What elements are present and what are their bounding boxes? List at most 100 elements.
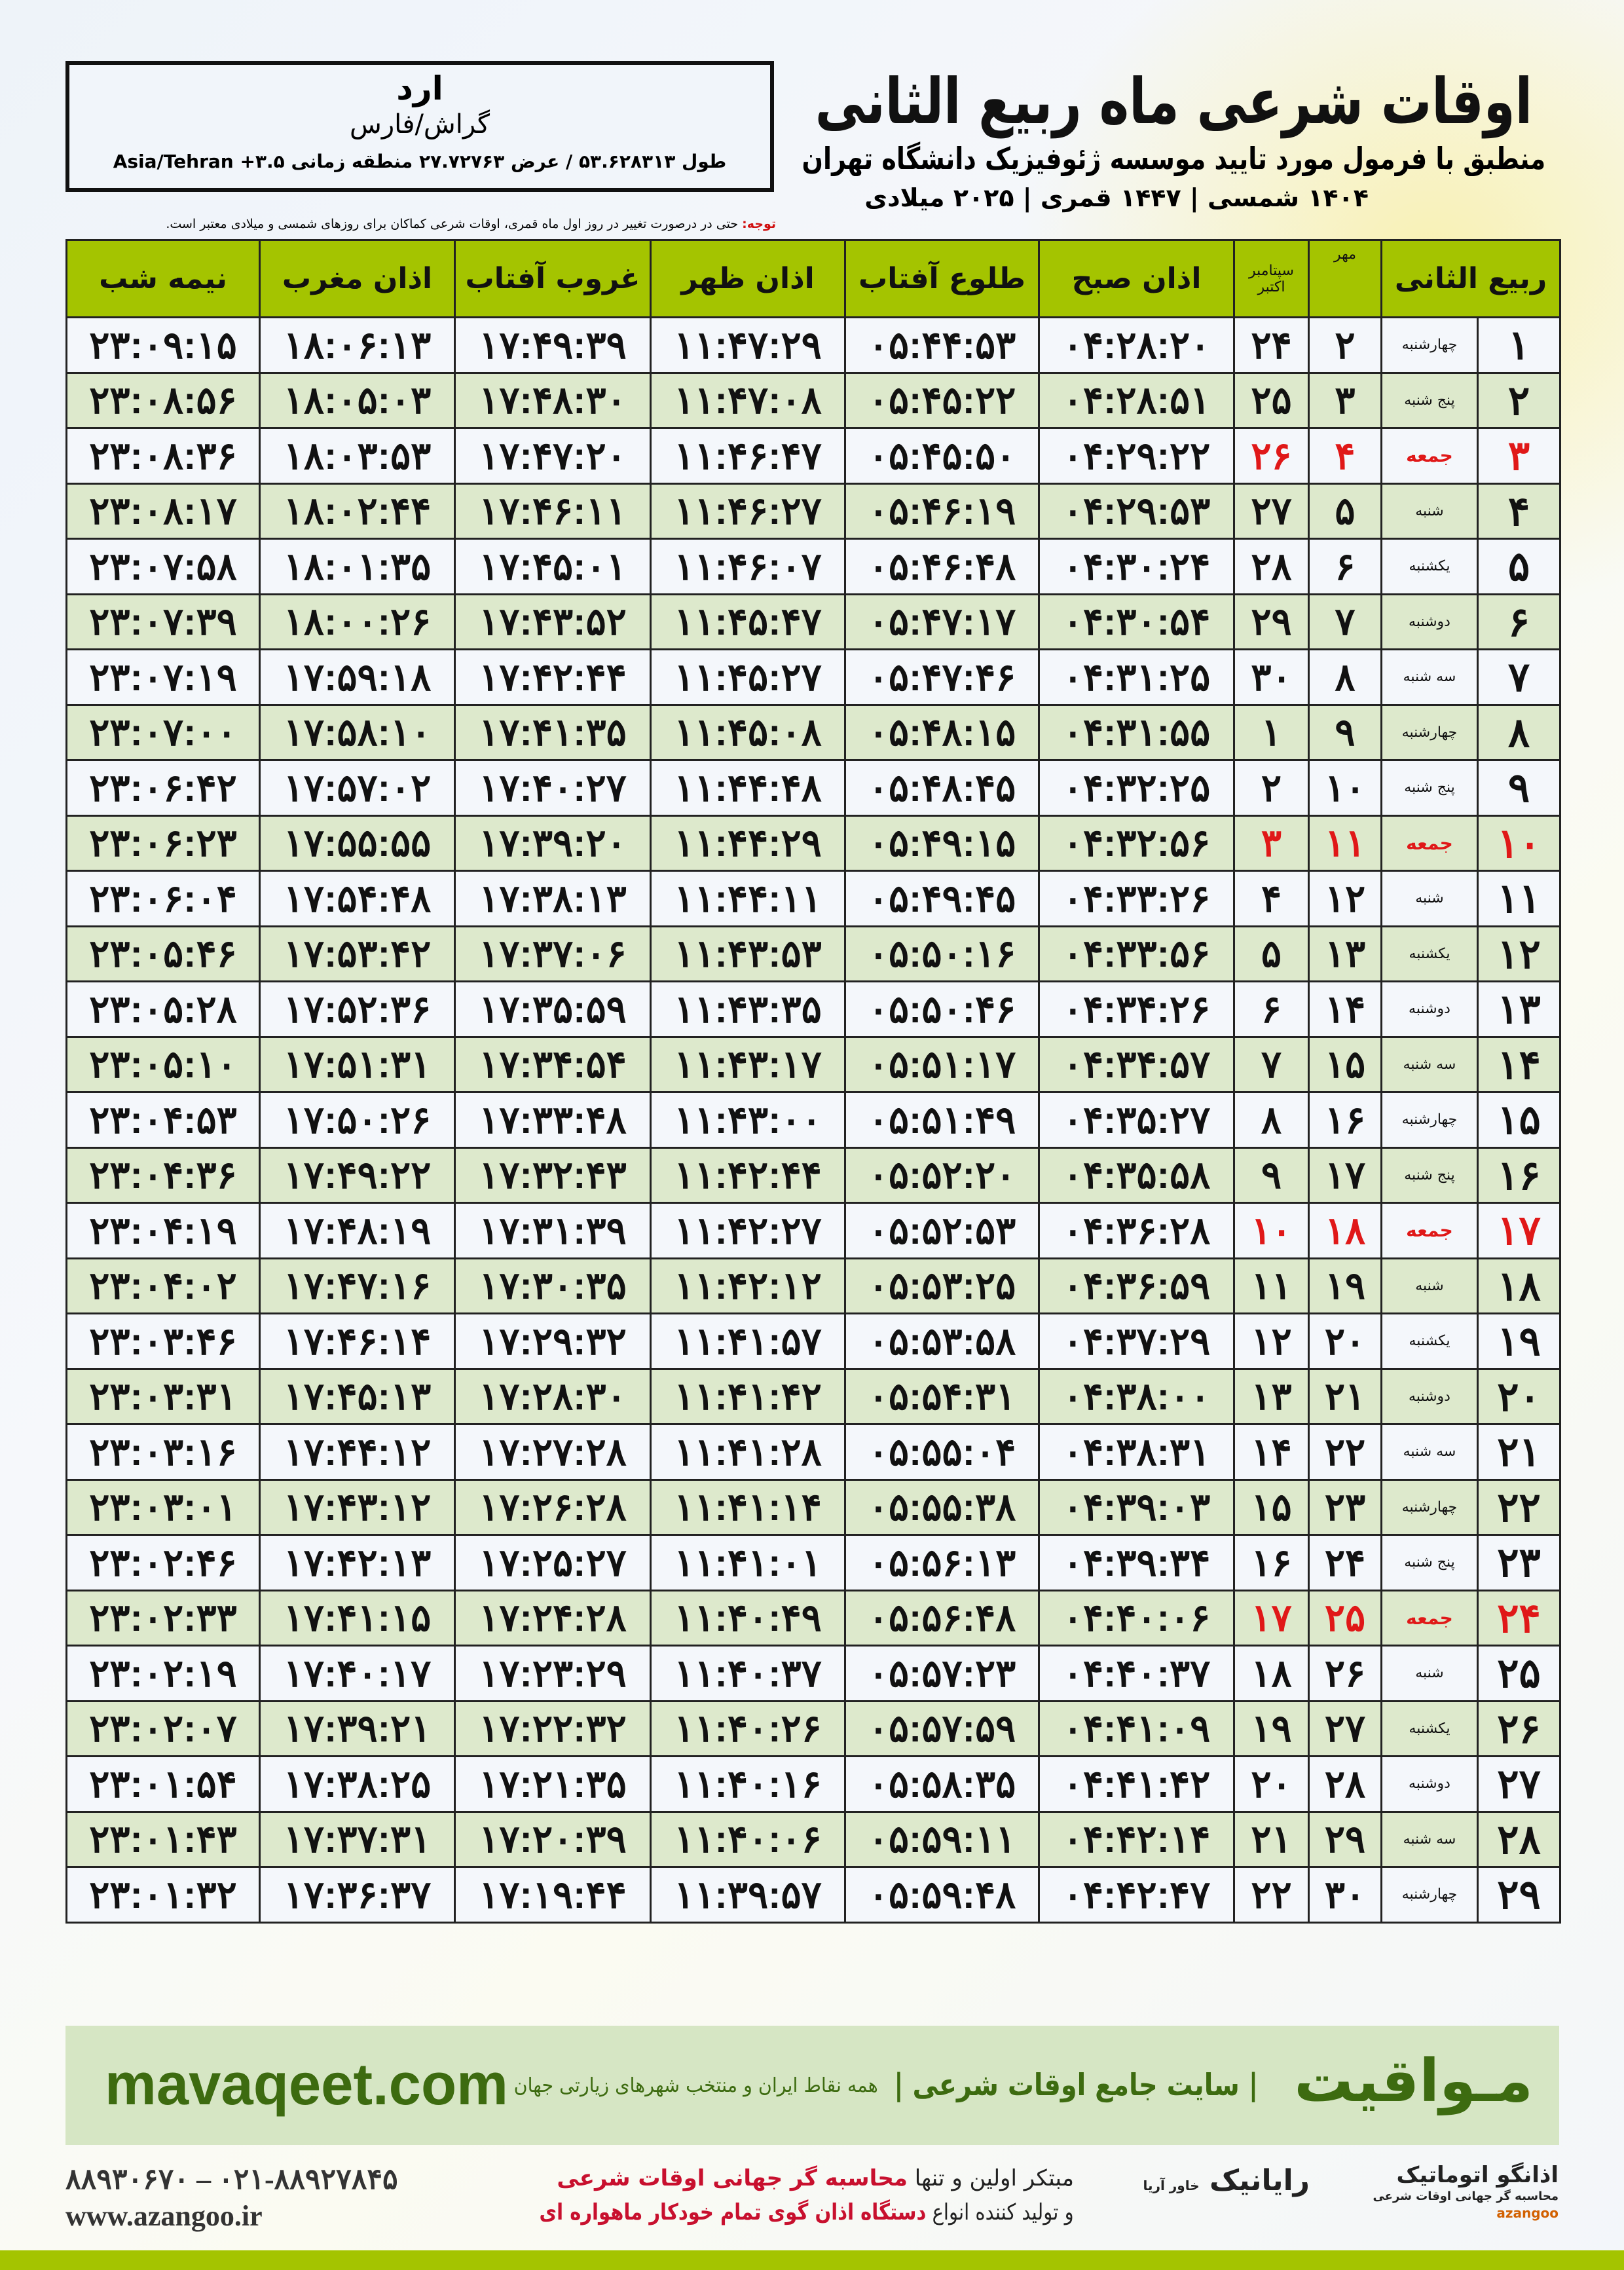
hijri-day: ۲۹ (1497, 1872, 1541, 1918)
weekday: سه شنبه (1403, 669, 1456, 686)
hijri-day: ۷ (1507, 655, 1530, 701)
gregorian-day: ۱۷ (1251, 1597, 1292, 1640)
hijri-day: ۲۰ (1497, 1374, 1541, 1420)
mehr-day: ۱۵ (1324, 1043, 1366, 1087)
azangoo-website[interactable]: www.azangoo.ir (65, 2200, 263, 2232)
table-row: ۱۸ شنبه ۱۹ ۱۱ ۰۴:۳۶:۵۹ ۰۵:۵۳:۲۵ ۱۱:۴۲:۱۲ ۱۷:۳۰:… (65, 1257, 1561, 1314)
hijri-day: ۱۳ (1497, 987, 1541, 1033)
dhuhr-time: ۱۱:۴۴:۲۹ (674, 822, 822, 865)
sunset-time: ۱۷:۲۵:۲۷ (479, 1541, 627, 1584)
mehr-day: ۴ (1335, 434, 1356, 477)
gregorian-day: ۲۲ (1251, 1873, 1292, 1916)
table-row: ۲۷ دوشنبه ۲۸ ۲۰ ۰۴:۴۱:۴۲ ۰۵:۵۸:۳۵ ۱۱:۴۰:۱۶ ۱۷:۲… (65, 1755, 1561, 1813)
sunset-time: ۱۷:۲۱:۳۵ (479, 1762, 627, 1806)
website-link[interactable]: mavaqeet.com (105, 2052, 508, 2117)
weekday: دوشنبه (1409, 1001, 1450, 1018)
weekday: جمعه (1406, 1607, 1453, 1629)
mehr-day: ۱۰ (1324, 766, 1366, 809)
gregorian-day: ۱۵ (1251, 1486, 1292, 1529)
mehr-day: ۱۱ (1324, 822, 1366, 865)
rayanik-name: رایانیک (1209, 2164, 1310, 2197)
fajr-time: ۰۴:۳۵:۲۷ (1062, 1098, 1211, 1142)
dhuhr-time: ۱۱:۴۱:۱۴ (674, 1486, 822, 1529)
sunset-time: ۱۷:۳۸:۱۳ (479, 877, 627, 920)
weekday: یکشنبه (1409, 558, 1450, 575)
azangoo-en: azangoo (1496, 2205, 1559, 2221)
midnight-time: ۲۳:۰۸:۵۶ (89, 379, 237, 422)
mehr-day: ۱۳ (1324, 933, 1366, 976)
gregorian-day: ۷ (1261, 1043, 1282, 1087)
table-row: ۲۲ چهارشنبه ۲۳ ۱۵ ۰۴:۳۹:۰۳ ۰۵:۵۵:۳۸ ۱۱:۴۱:۱۴ ۱۷… (65, 1478, 1561, 1536)
mehr-day: ۱۷ (1324, 1154, 1366, 1197)
gregorian-day: ۱۸ (1251, 1652, 1292, 1695)
midnight-time: ۲۳:۰۷:۱۹ (89, 656, 237, 699)
table-row: ۸ چهارشنبه ۹ ۱ ۰۴:۳۱:۵۵ ۰۵:۴۸:۱۵ ۱۱:۴۵:۰۸ ۱۷:۴۱… (65, 703, 1561, 761)
fajr-time: ۰۴:۳۵:۵۸ (1062, 1154, 1211, 1197)
dhuhr-time: ۱۱:۴۱:۰۱ (674, 1541, 822, 1584)
azangoo-name: اذانگو اتوماتیک (1396, 2162, 1559, 2188)
dhuhr-time: ۱۱:۴۷:۲۹ (674, 324, 822, 367)
gregorian-day: ۲۶ (1251, 434, 1292, 477)
dhuhr-time: ۱۱:۴۴:۴۸ (674, 766, 822, 809)
sunrise-time: ۰۵:۵۳:۵۸ (868, 1320, 1016, 1363)
sunrise-time: ۰۵:۵۵:۰۴ (868, 1430, 1016, 1474)
header-mehr: مهر (1308, 239, 1382, 318)
note: توجه: حتی در درصورت تغییر در روز اول ماه… (65, 216, 776, 232)
sunset-time: ۱۷:۴۹:۳۹ (479, 324, 627, 367)
fajr-time: ۰۴:۲۹:۵۳ (1062, 490, 1211, 533)
weekday: چهارشنبه (1401, 337, 1458, 354)
maghrib-time: ۱۷:۴۵:۱۳ (283, 1375, 432, 1419)
gregorian-day: ۲۷ (1251, 490, 1292, 533)
table-row: ۷ سه شنبه ۸ ۳۰ ۰۴:۳۱:۲۵ ۰۵:۴۷:۴۶ ۱۱:۴۵:۲۷ ۱۷:۴۲… (65, 648, 1561, 706)
year-info: ۱۴۰۴ شمسی | ۱۴۴۷ قمری | ۲۰۲۵ میلادی (864, 183, 1369, 212)
fajr-time: ۰۴:۴۰:۳۷ (1062, 1652, 1211, 1695)
midnight-time: ۲۳:۰۳:۰۱ (89, 1486, 237, 1529)
hijri-day: ۳ (1507, 434, 1530, 479)
hijri-day: ۱۸ (1497, 1263, 1541, 1309)
gregorian-day: ۱۶ (1251, 1541, 1292, 1584)
brand-logo: مـواقیت (1294, 2047, 1533, 2115)
sunset-time: ۱۷:۴۸:۳۰ (479, 379, 627, 422)
maghrib-time: ۱۷:۴۷:۱۶ (283, 1265, 432, 1308)
header-sunset: غروب آفتاب (454, 239, 652, 318)
dhuhr-time: ۱۱:۴۰:۱۶ (674, 1762, 822, 1806)
note-label: توجه: (742, 217, 776, 231)
weekday: پنج شنبه (1404, 392, 1455, 409)
dhuhr-time: ۱۱:۴۳:۳۵ (674, 988, 822, 1031)
sunrise-time: ۰۵:۴۸:۴۵ (868, 766, 1016, 809)
weekday: جمعه (1406, 445, 1453, 467)
location-box: ارد گراش/فارس طول ۵۳.۶۲۸۳۱۳ / عرض ۲۷.۷۲۷… (65, 61, 774, 192)
prayer-times-table: ربیع الثانی مهر سپتامبر اکتبر اذان صبح ط… (65, 239, 1561, 1924)
table-row: ۱۱ شنبه ۱۲ ۴ ۰۴:۳۳:۲۶ ۰۵:۴۹:۴۵ ۱۱:۴۴:۱۱ ۱۷:۳۸:۱… (65, 870, 1561, 927)
table-row: ۹ پنج شنبه ۱۰ ۲ ۰۴:۳۲:۲۵ ۰۵:۴۸:۴۵ ۱۱:۴۴:۴۸ ۱۷:۴… (65, 759, 1561, 817)
maghrib-time: ۱۸:۰۵:۰۳ (283, 379, 432, 422)
sunrise-time: ۰۵:۵۱:۴۹ (868, 1098, 1016, 1142)
header-dhuhr: اذان ظهر (650, 239, 846, 318)
mehr-day: ۱۲ (1324, 877, 1366, 920)
midnight-time: ۲۳:۰۵:۴۶ (89, 933, 237, 976)
midnight-time: ۲۳:۰۷:۵۸ (89, 545, 237, 588)
weekday: جمعه (1406, 832, 1453, 854)
gregorian-day: ۱۱ (1251, 1265, 1292, 1308)
sunset-time: ۱۷:۲۸:۳۰ (479, 1375, 627, 1419)
sunset-time: ۱۷:۳۰:۳۵ (479, 1265, 627, 1308)
sunset-time: ۱۷:۲۹:۳۲ (479, 1320, 627, 1363)
hijri-day: ۱۱ (1497, 876, 1541, 922)
mehr-day: ۲۳ (1324, 1486, 1366, 1529)
weekday: شنبه (1415, 890, 1444, 907)
sunrise-time: ۰۵:۴۶:۴۸ (868, 545, 1016, 588)
midnight-time: ۲۳:۰۷:۳۹ (89, 601, 237, 644)
mehr-day: ۱۸ (1324, 1209, 1366, 1252)
gregorian-day: ۱۳ (1251, 1375, 1292, 1419)
sunrise-time: ۰۵:۴۹:۱۵ (868, 822, 1016, 865)
hijri-day: ۲۶ (1497, 1706, 1541, 1752)
maghrib-time: ۱۷:۴۴:۱۲ (283, 1430, 432, 1474)
maghrib-time: ۱۷:۴۲:۱۳ (283, 1541, 432, 1584)
header-sunrise: طلوع آفتاب (844, 239, 1040, 318)
mehr-day: ۲ (1335, 324, 1356, 367)
fajr-time: ۰۴:۳۱:۵۵ (1062, 711, 1211, 754)
mehr-day: ۷ (1335, 601, 1356, 644)
mehr-day: ۱۹ (1324, 1265, 1366, 1308)
sunrise-time: ۰۵:۴۷:۱۷ (868, 601, 1016, 644)
promo-line1a: مبتکر اولین و تنها (907, 2165, 1074, 2191)
